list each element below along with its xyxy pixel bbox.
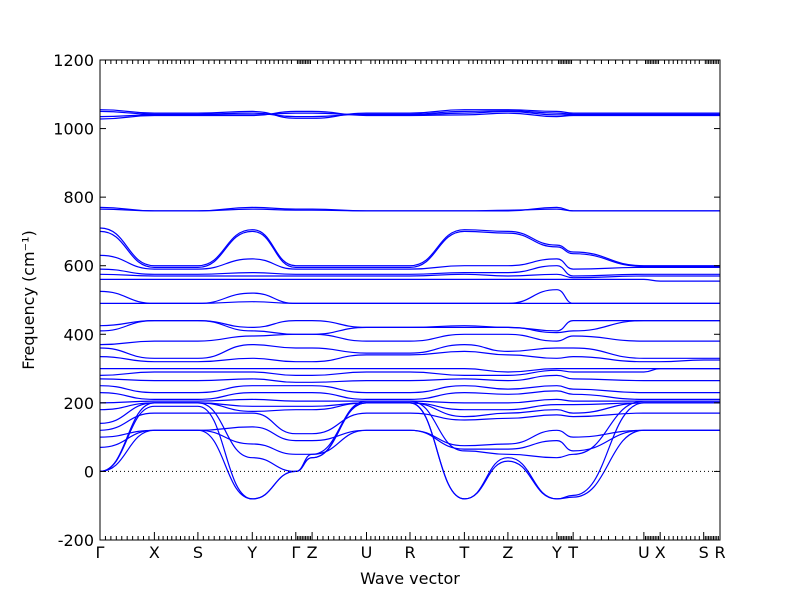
- x-tick-label: Z: [307, 543, 318, 562]
- band-20: [99, 367, 720, 373]
- y-tick-label: 200: [63, 394, 94, 413]
- x-tick-label: U: [361, 543, 373, 562]
- band-7: [99, 227, 720, 267]
- x-tick-label: R: [404, 543, 415, 562]
- band-8: [99, 230, 720, 268]
- x-tick-label: T: [458, 543, 469, 562]
- band-11: [99, 273, 720, 279]
- minor-ticks-layer: [104, 60, 719, 540]
- band-14: [100, 301, 720, 305]
- x-tick-label: S: [699, 543, 709, 562]
- x-tick-label: Y: [551, 543, 562, 562]
- y-tick-label: 1000: [53, 120, 94, 139]
- band-1: [99, 109, 720, 119]
- band-22: [99, 374, 720, 383]
- band-9: [99, 254, 720, 270]
- band-12: [100, 278, 720, 282]
- band-31: [99, 402, 720, 500]
- band-16: [99, 320, 720, 335]
- x-tick-label: Γ: [291, 543, 300, 562]
- y-tick-label: 600: [63, 257, 94, 276]
- band-23: [99, 385, 720, 394]
- band-32: [99, 402, 721, 500]
- band-10: [99, 265, 720, 277]
- band-24: [99, 390, 720, 400]
- band-28: [99, 412, 720, 435]
- y-tick-label: 1200: [53, 51, 94, 70]
- x-tick-label: X: [149, 543, 160, 562]
- x-tick-label: R: [714, 543, 725, 562]
- band-2: [99, 110, 720, 118]
- y-axis-label: Frequency (cm⁻¹): [19, 230, 38, 369]
- band-4: [99, 110, 720, 120]
- y-tick-label: -200: [58, 531, 94, 550]
- x-tick-label: U: [638, 543, 650, 562]
- band-30: [99, 429, 720, 455]
- x-axis-label: Wave vector: [360, 569, 460, 588]
- x-tick-label: Y: [246, 543, 257, 562]
- x-tick-label: S: [193, 543, 203, 562]
- band-33: [99, 400, 720, 473]
- bands-layer: [99, 109, 721, 500]
- band-17: [99, 333, 720, 346]
- y-tick-label: 400: [63, 325, 94, 344]
- band-13: [99, 289, 720, 305]
- band-6: [99, 208, 721, 212]
- x-tick-label: Γ: [96, 543, 105, 562]
- band-18: [99, 343, 720, 359]
- x-tick-label: T: [567, 543, 578, 562]
- band-21: [99, 368, 720, 376]
- plot-area-frame: [99, 59, 721, 541]
- x-tick-label: Z: [502, 543, 513, 562]
- y-tick-label: 0: [84, 462, 94, 481]
- y-axis: -200 0 200 400 600 800 1000 1200: [53, 51, 720, 550]
- x-tick-label: X: [655, 543, 666, 562]
- band-19: [99, 350, 720, 363]
- y-tick-label: 800: [63, 188, 94, 207]
